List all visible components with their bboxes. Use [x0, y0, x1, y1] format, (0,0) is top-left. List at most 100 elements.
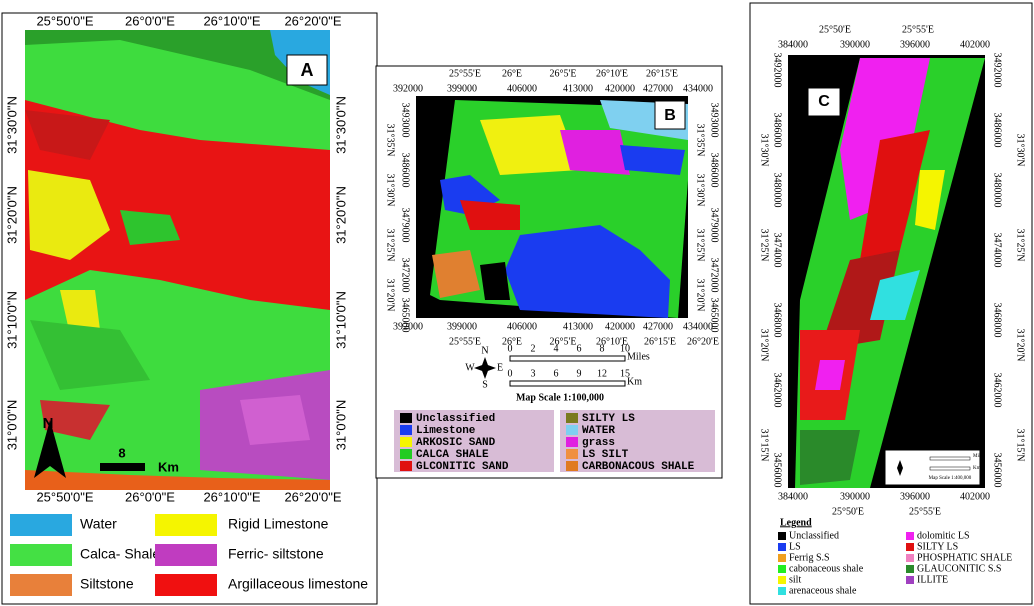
scale-tick: 10: [620, 343, 630, 354]
legend-swatch: [778, 532, 786, 540]
lat-label: 31°30'0"N: [333, 96, 348, 154]
easting-label: 413000: [563, 321, 593, 332]
northing-label: 3492000: [772, 53, 783, 88]
easting-label: 413000: [563, 83, 593, 94]
scale-unit: Miles: [627, 351, 650, 362]
scale-tick: 3: [531, 368, 536, 379]
northing-label: 3480000: [992, 173, 1003, 208]
lon-label: 25°50'E: [819, 24, 851, 35]
easting-label: 434000: [683, 83, 713, 94]
lat-label: 31°35'N: [385, 123, 396, 156]
scale-tick: 15: [620, 368, 630, 379]
easting-label: 396000: [900, 39, 930, 50]
scale-unit: Km: [158, 459, 179, 474]
legend-label: cabonaceous shale: [789, 563, 864, 574]
easting-label: 399000: [447, 83, 477, 94]
lat-label: 31°30'N: [385, 173, 396, 206]
lon-label: 26°20'E: [687, 336, 719, 347]
legend-label: SILTY LS: [917, 541, 958, 552]
northing-label: 3480000: [772, 173, 783, 208]
lat-label: 31°10'0"N: [4, 291, 19, 349]
lat-label: 31°30'0"N: [4, 96, 19, 154]
legend-swatch: [778, 587, 786, 595]
legend-swatch: [906, 576, 914, 584]
legend-label: Unclassified: [416, 413, 495, 425]
easting-label: 427000: [643, 83, 673, 94]
legend-label: CARBONACOUS SHALE: [582, 461, 695, 473]
legend-label: Limestone: [416, 425, 476, 437]
lat-label: 31°25'N: [695, 228, 706, 261]
northing-label: 3465000: [400, 298, 411, 333]
northing-label: 3486000: [772, 113, 783, 148]
legend-label: Water: [80, 516, 117, 532]
scale-unit: Miles: [973, 454, 984, 459]
panel-label: B: [664, 107, 676, 124]
legend-swatch: [906, 532, 914, 540]
legend-label: PHOSPHATIC SHALE: [917, 552, 1012, 563]
legend-swatch: [155, 514, 217, 536]
legend-label: CALCA SHALE: [416, 449, 489, 461]
legend-label: arenaceous shale: [789, 585, 857, 596]
easting-label: 396000: [900, 491, 930, 502]
legend-label: Calca- Shale: [80, 546, 160, 562]
easting-label: 392000: [393, 321, 423, 332]
lat-label: 31°15'N: [759, 428, 770, 461]
easting-label: 420000: [605, 83, 635, 94]
easting-label: 384000: [778, 39, 808, 50]
easting-label: 384000: [778, 491, 808, 502]
lon-label: 26°10'E: [596, 336, 628, 347]
legend-label: Ferrig S.S: [789, 552, 830, 563]
legend-swatch: [400, 413, 412, 423]
legend-label: LS: [789, 541, 801, 552]
legend-swatch: [400, 449, 412, 459]
map-c: [788, 55, 985, 488]
legend-swatch: [566, 449, 578, 459]
legend-swatch: [778, 543, 786, 551]
lat-label: 31°20'0"N: [4, 186, 19, 244]
lon-label: 26°5'E: [550, 68, 577, 79]
lat-label: 31°10'0"N: [333, 291, 348, 349]
northing-label: 3472000: [709, 258, 720, 293]
legend-label: ARKOSIC SAND: [416, 437, 496, 449]
scale-tick: 0: [508, 368, 513, 379]
lat-label: 31°0'0"N: [333, 400, 348, 451]
easting-label: 399000: [447, 321, 477, 332]
map-scale: Map Scale 1:100,000: [516, 392, 604, 403]
legend-swatch: [566, 461, 578, 471]
legend-swatch: [10, 514, 72, 536]
northing-label: 3474000: [992, 233, 1003, 268]
map-b: [394, 96, 715, 472]
lat-label: 31°20'N: [759, 328, 770, 361]
lat-label: 31°30'N: [1015, 133, 1026, 166]
scale-tick: 9: [577, 368, 582, 379]
legend-label: GLAUCONITIC S.S: [917, 563, 1001, 574]
compass-label: N: [481, 345, 488, 356]
lat-label: 31°25'N: [759, 228, 770, 261]
northing-label: 3479000: [400, 208, 411, 243]
legend-label: dolomitic LS: [917, 530, 970, 541]
legend-label: GLCONITIC SAND: [416, 461, 509, 473]
lon-label: 25°50'0"E: [36, 13, 93, 28]
lon-label: 26°0'0"E: [125, 13, 175, 28]
map-a: [25, 30, 330, 490]
legend-swatch: [10, 544, 72, 566]
scale-tick: 12: [597, 368, 607, 379]
legend-label: Siltstone: [80, 576, 134, 592]
legend-label: Rigid Limestone: [228, 516, 329, 532]
legend-label: Argillaceous limestone: [228, 576, 368, 592]
lat-label: 31°25'N: [1015, 228, 1026, 261]
northing-label: 3492000: [992, 53, 1003, 88]
legend-swatch: [566, 437, 578, 447]
easting-label: 420000: [605, 321, 635, 332]
northing-label: 3493000: [400, 103, 411, 138]
legend-swatch: [10, 574, 72, 596]
scale-tick: 6: [554, 368, 559, 379]
northing-label: 3486000: [992, 113, 1003, 148]
lat-label: 31°35'N: [695, 123, 706, 156]
legend-title: Legend: [780, 517, 812, 528]
northing-label: 3472000: [400, 258, 411, 293]
lon-label: 26°20'0"E: [284, 489, 341, 504]
lat-label: 31°30'N: [759, 133, 770, 166]
lon-label: 25°50'E: [832, 506, 864, 517]
